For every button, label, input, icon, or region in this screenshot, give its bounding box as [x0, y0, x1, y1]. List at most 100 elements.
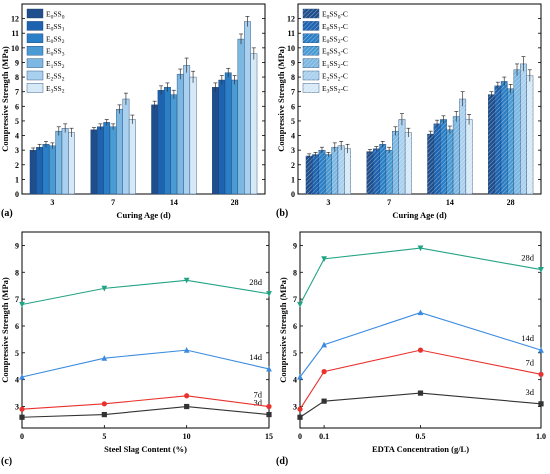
p2-data-point	[19, 301, 25, 308]
p2-data-point	[19, 373, 25, 380]
p0-legend-label: E2SS2	[46, 72, 65, 83]
p1-bar-hatch	[513, 69, 521, 194]
p0-legend-label: E1SS2	[46, 59, 65, 70]
p0-bar	[224, 72, 232, 195]
legend-label-part: -C	[340, 22, 348, 31]
p0-bar	[68, 132, 75, 195]
legend-label-part: 1	[62, 27, 65, 33]
p0-y-tick-label: 2	[15, 161, 19, 170]
p1-panel-letter: (b)	[276, 208, 288, 219]
p1-x-tick-label: 28	[507, 198, 515, 207]
legend-label-part: E	[322, 22, 327, 31]
legend-label-part: 2	[62, 64, 65, 70]
p2-data-point	[101, 411, 107, 418]
p1-legend-label: E0SS1-C	[322, 22, 348, 33]
p1-bar-hatch	[427, 134, 434, 194]
p1-y-tick-label: 0	[291, 190, 295, 199]
p3-series-line	[299, 392, 542, 418]
p1-y-tick-label: 4	[291, 132, 295, 141]
p1-y-tick-label: 3	[291, 146, 295, 155]
p3-data-point	[297, 373, 303, 380]
p1-x-tick-label: 7	[387, 198, 391, 207]
p1-bar-hatch	[520, 63, 527, 194]
legend-label-part: -C	[340, 84, 348, 93]
p3-x-tick-label: 0	[298, 432, 302, 441]
p2-data-point	[19, 406, 25, 412]
p3-data-point	[297, 406, 303, 412]
legend-label-part: 3	[338, 52, 341, 58]
legend-label-part: SS	[329, 22, 337, 31]
legend-label-part: SS	[53, 72, 61, 81]
p3-x-tick-label: 0.1	[319, 432, 329, 441]
p0-legend-swatch	[26, 8, 44, 19]
p3-y-axis-title: Compressive Strength (MPa)	[278, 277, 288, 383]
legend-label-part: 3	[327, 89, 330, 95]
p0-bar	[61, 128, 69, 195]
p3-data-point	[538, 371, 544, 377]
legend-label-part: SS	[329, 34, 337, 43]
p0-bar	[29, 149, 37, 195]
p0-bar	[96, 126, 104, 195]
p0-bar	[42, 144, 50, 195]
legend-label-part: 2	[338, 89, 341, 95]
p0-bar	[116, 109, 123, 195]
p2-series-line	[21, 405, 270, 418]
p3-data-point	[538, 266, 544, 273]
legend-label-part: E	[322, 84, 327, 93]
p0-bar	[48, 145, 56, 195]
p1-bar-hatch	[318, 150, 326, 194]
p1-bar-hatch	[405, 132, 412, 194]
p0-bar	[244, 21, 251, 195]
p0-legend-label: E3SS2	[46, 84, 65, 95]
legend-label-part: E	[322, 10, 327, 19]
p1-bar-hatch	[373, 148, 380, 194]
p1-legend-swatch-hatch	[303, 9, 319, 18]
p2-series-line	[21, 349, 270, 378]
p1-y-tick-label: 6	[291, 102, 295, 111]
legend-label-part: 0	[51, 14, 54, 20]
legend-label-part: 0	[51, 52, 54, 58]
p1-x-tick-label: 14	[446, 198, 454, 207]
p1-legend-swatch-hatch	[303, 46, 319, 56]
legend-label-part: E	[46, 47, 51, 56]
p0-y-tick-label: 5	[15, 117, 19, 126]
p3-series-label: 28d	[521, 253, 535, 263]
p3-x-tick-label: 0.5	[416, 432, 426, 441]
p1-y-tick-label: 9	[291, 58, 295, 67]
p2-y-tick-label: 6	[15, 322, 19, 331]
p3-series-line	[299, 247, 542, 305]
p3-data-point	[321, 398, 327, 404]
p1-bar-hatch	[325, 154, 332, 194]
p0-bar	[157, 90, 165, 195]
p2-x-tick-label: 15	[265, 432, 273, 441]
p2-y-tick-label: 7	[15, 295, 19, 304]
p1-y-tick-label: 10	[287, 44, 295, 53]
p2-y-tick-label: 9	[15, 241, 19, 250]
p1-y-tick-label: 1	[291, 175, 295, 184]
p1-y-axis-title: Compressive Strength (MPa)	[276, 46, 286, 152]
p0-bar	[170, 94, 178, 195]
p3-series-label: 7d	[526, 357, 535, 367]
p3-y-tick-label: 8	[293, 268, 297, 277]
legend-label-part: 0	[338, 14, 341, 20]
p0-legend-swatch	[26, 33, 44, 43]
p1-bar-hatch	[526, 75, 534, 194]
p0-legend-swatch	[26, 83, 44, 93]
p3-data-point	[417, 309, 424, 316]
p0-bar	[128, 119, 136, 195]
legend-label-part: E	[46, 59, 51, 68]
p0-legend-label: E0SS2	[46, 34, 65, 45]
p1-bar-hatch	[453, 116, 460, 194]
p3-series-line	[299, 349, 542, 410]
p1-legend-swatch-hatch	[303, 58, 319, 68]
p1-legend-label: E1SS2-C	[322, 59, 348, 70]
legend-label-part: -C	[340, 72, 348, 81]
p3-y-tick-label: 3	[293, 403, 297, 412]
p1-y-tick-label: 2	[291, 161, 295, 170]
legend-label-part: E	[322, 72, 327, 81]
legend-label-part: SS	[53, 84, 61, 93]
p2-data-point	[101, 401, 107, 407]
p0-legend-swatch	[26, 21, 44, 31]
legend-label-part: -C	[340, 10, 348, 19]
p0-legend-label: E0SS0	[46, 10, 65, 21]
